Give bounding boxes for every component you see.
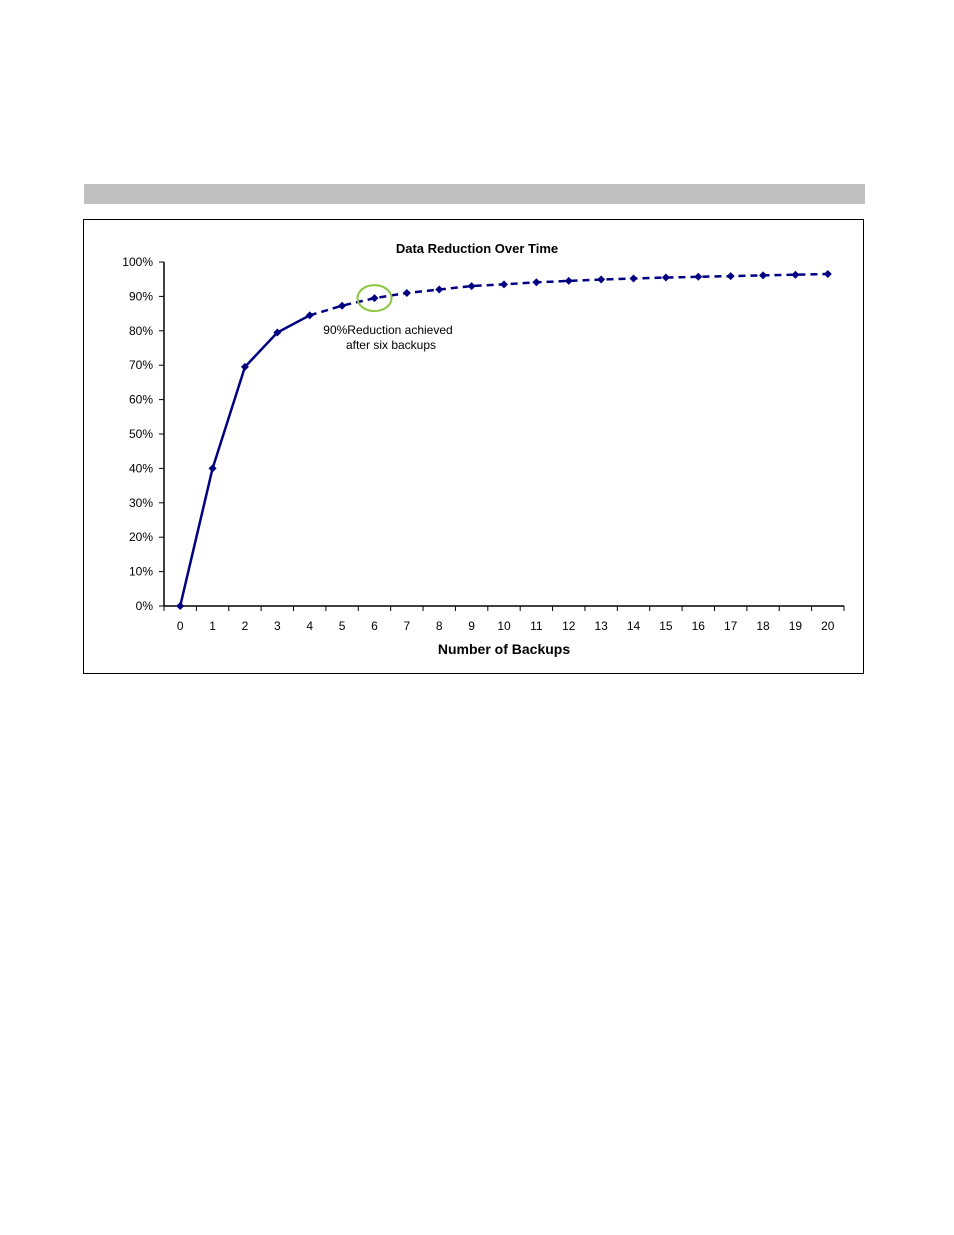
chart-title: Data Reduction Over Time <box>396 241 558 256</box>
y-tick-label: 50% <box>129 427 153 441</box>
data-point <box>500 280 508 289</box>
x-tick-label: 0 <box>177 619 184 633</box>
x-tick-label: 11 <box>530 619 543 633</box>
data-point <box>176 602 185 610</box>
x-axis: 0 1 2 3 4 5 6 7 8 9 10 11 12 13 14 15 16 17 18 19 20 <box>163 605 845 633</box>
x-tick-label: 9 <box>468 619 475 633</box>
x-tick-label: 4 <box>306 619 313 633</box>
data-point <box>661 273 670 282</box>
x-tick-label: 12 <box>562 619 576 633</box>
data-point <box>273 328 282 337</box>
data-point <box>305 311 314 320</box>
x-tick-label: 3 <box>274 619 281 633</box>
x-tick-label: 15 <box>659 619 673 633</box>
data-point <box>370 294 379 303</box>
data-point <box>208 464 217 473</box>
y-tick-label: 90% <box>129 289 153 303</box>
data-point <box>694 272 703 281</box>
annotation-line-1: 90%Reduction achieved <box>323 323 452 337</box>
line-chart: Data Reduction Over Time 0% 10% 20% 30% 40% 5… <box>122 241 845 657</box>
data-point <box>564 276 573 285</box>
data-point <box>823 270 832 279</box>
y-tick-label: 60% <box>129 393 153 407</box>
x-tick-label: 13 <box>594 619 608 633</box>
data-point <box>338 301 347 310</box>
x-tick-label: 7 <box>404 619 411 633</box>
series-line-solid <box>178 314 311 607</box>
x-axis-title: Number of Backups <box>438 641 570 657</box>
x-tick-label: 20 <box>821 619 835 633</box>
data-point <box>402 288 411 297</box>
y-tick-label: 20% <box>129 530 153 544</box>
data-point <box>532 278 541 287</box>
data-point <box>791 270 800 279</box>
series-points <box>176 270 832 610</box>
chart-frame: Data Reduction Over Time 0% 10% 20% 30% 40% 5… <box>83 219 864 674</box>
section-header-bar <box>84 184 865 204</box>
x-tick-label: 14 <box>627 619 641 633</box>
x-tick-label: 6 <box>371 619 378 633</box>
x-tick-label: 8 <box>436 619 443 633</box>
y-tick-label: 10% <box>129 565 153 579</box>
x-tick-label: 5 <box>339 619 346 633</box>
y-tick-label: 30% <box>129 496 153 510</box>
data-point <box>726 272 735 281</box>
x-tick-label: 16 <box>692 619 706 633</box>
data-point <box>240 362 249 371</box>
data-point <box>597 275 606 284</box>
series-line-dashed <box>309 272 828 317</box>
series-line <box>178 272 828 607</box>
x-tick-label: 19 <box>789 619 803 633</box>
data-point <box>759 271 768 280</box>
x-tick-label: 10 <box>497 619 511 633</box>
x-tick-label: 18 <box>756 619 770 633</box>
annotation-line-2: after six backups <box>346 338 436 352</box>
data-point <box>629 274 638 283</box>
y-tick-label: 80% <box>129 324 153 338</box>
x-tick-label: 2 <box>242 619 249 633</box>
data-point <box>467 282 476 291</box>
y-tick-label: 0% <box>136 599 154 613</box>
y-tick-label: 70% <box>129 358 153 372</box>
y-axis: 0% 10% 20% 30% 40% 50% 60% 70% 80% 90% 100% <box>122 255 165 613</box>
y-tick-label: 100% <box>122 255 153 269</box>
highlight-circle <box>356 284 393 313</box>
x-tick-label: 17 <box>724 619 738 633</box>
y-tick-label: 40% <box>129 461 153 475</box>
data-point <box>435 285 444 294</box>
x-tick-label: 1 <box>209 619 216 633</box>
